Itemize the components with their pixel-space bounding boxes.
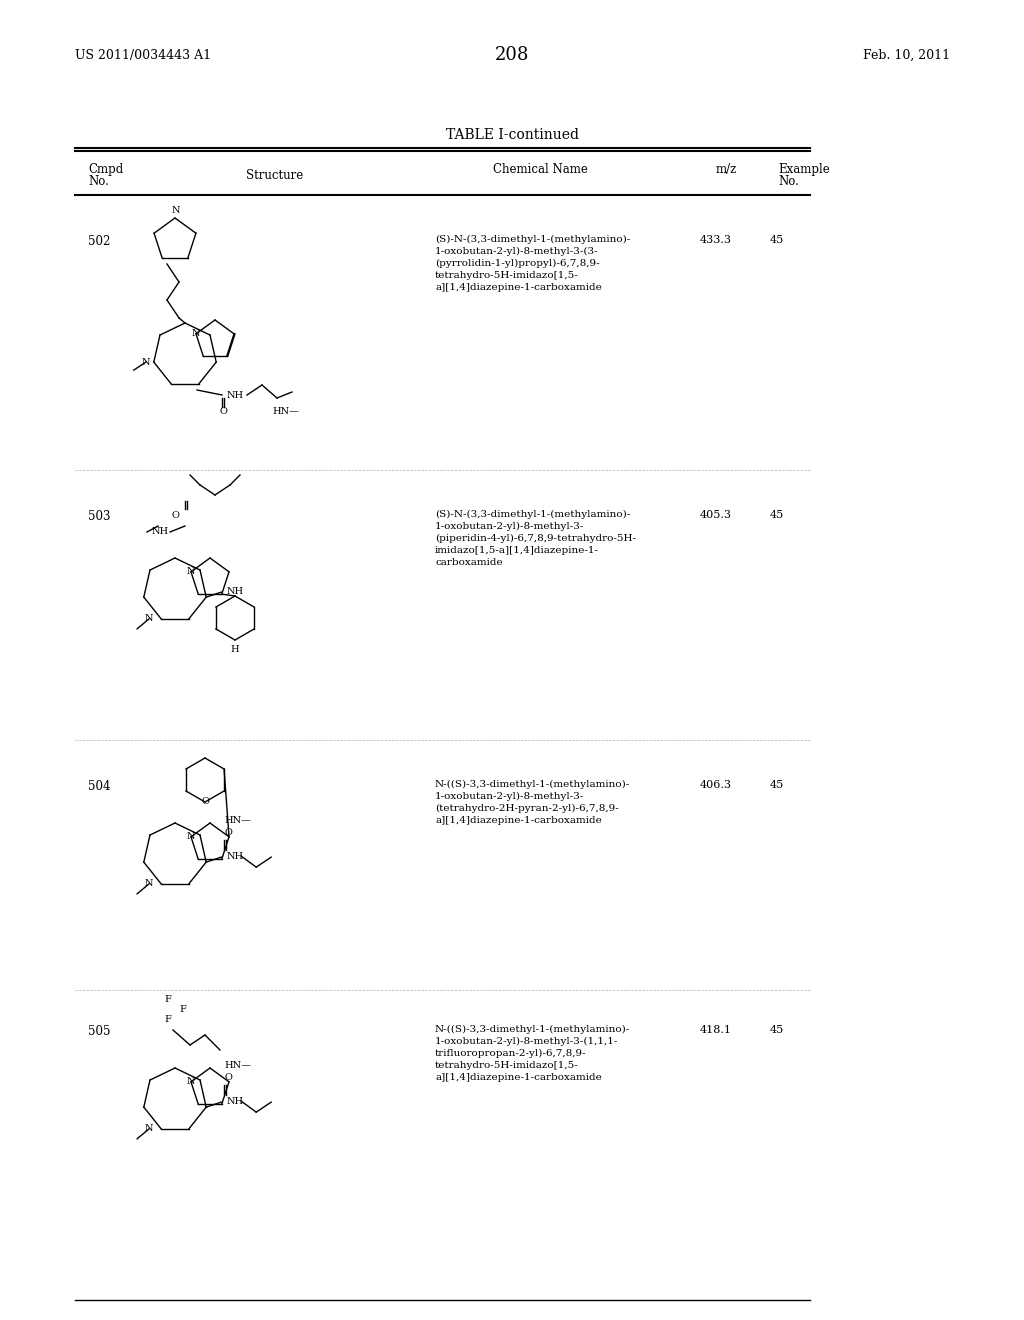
Text: NH: NH: [226, 586, 244, 595]
Text: N: N: [141, 358, 151, 367]
Text: 503: 503: [88, 510, 111, 523]
Text: US 2011/0034443 A1: US 2011/0034443 A1: [75, 49, 211, 62]
Text: O: O: [224, 1073, 232, 1081]
Text: N-((S)-3,3-dimethyl-1-(methylamino)-
1-oxobutan-2-yl)-8-methyl-3-(1,1,1-
trifluo: N-((S)-3,3-dimethyl-1-(methylamino)- 1-o…: [435, 1026, 630, 1081]
Text: O: O: [201, 797, 209, 807]
Text: (S)-N-(3,3-dimethyl-1-(methylamino)-
1-oxobutan-2-yl)-8-methyl-3-(3-
(pyrrolidin: (S)-N-(3,3-dimethyl-1-(methylamino)- 1-o…: [435, 235, 630, 292]
Text: NH: NH: [226, 1097, 244, 1106]
Text: O: O: [224, 828, 232, 837]
Text: N: N: [191, 329, 201, 338]
Text: HN—: HN—: [224, 816, 251, 825]
Text: 45: 45: [770, 235, 784, 246]
Text: (S)-N-(3,3-dimethyl-1-(methylamino)-
1-oxobutan-2-yl)-8-methyl-3-
(piperidin-4-y: (S)-N-(3,3-dimethyl-1-(methylamino)- 1-o…: [435, 510, 636, 566]
Text: NH: NH: [227, 391, 244, 400]
Text: No.: No.: [88, 176, 109, 187]
Text: N: N: [144, 879, 154, 888]
Text: TABLE I-continued: TABLE I-continued: [445, 128, 579, 143]
Text: F: F: [165, 995, 171, 1005]
Text: 433.3: 433.3: [700, 235, 732, 246]
Text: 406.3: 406.3: [700, 780, 732, 789]
Text: 505: 505: [88, 1026, 111, 1038]
Text: Example: Example: [778, 162, 829, 176]
Text: 405.3: 405.3: [700, 510, 732, 520]
Text: N-((S)-3,3-dimethyl-1-(methylamino)-
1-oxobutan-2-yl)-8-methyl-3-
(tetrahydro-2H: N-((S)-3,3-dimethyl-1-(methylamino)- 1-o…: [435, 780, 630, 825]
Text: N: N: [186, 1077, 196, 1086]
Text: F: F: [179, 1006, 186, 1015]
Text: Cmpd: Cmpd: [88, 162, 123, 176]
Text: 45: 45: [770, 1026, 784, 1035]
Text: N: N: [172, 206, 180, 215]
Text: HN—: HN—: [272, 408, 299, 417]
Text: Chemical Name: Chemical Name: [493, 162, 588, 176]
Text: 45: 45: [770, 510, 784, 520]
Text: NH: NH: [152, 528, 169, 536]
Text: N: N: [144, 1125, 154, 1134]
Text: m/z: m/z: [716, 162, 736, 176]
Text: HN—: HN—: [224, 1061, 251, 1069]
Text: No.: No.: [778, 176, 799, 187]
Text: 45: 45: [770, 780, 784, 789]
Text: O: O: [171, 511, 179, 520]
Text: Structure: Structure: [247, 169, 304, 182]
Text: Feb. 10, 2011: Feb. 10, 2011: [863, 49, 950, 62]
Text: 502: 502: [88, 235, 111, 248]
Text: N: N: [186, 568, 196, 577]
Text: H: H: [230, 645, 240, 653]
Text: 504: 504: [88, 780, 111, 793]
Text: NH: NH: [226, 851, 244, 861]
Text: N: N: [186, 833, 196, 841]
Text: N: N: [144, 614, 154, 623]
Text: 418.1: 418.1: [700, 1026, 732, 1035]
Text: O: O: [219, 408, 227, 417]
Text: F: F: [165, 1015, 171, 1024]
Text: 208: 208: [495, 46, 529, 63]
